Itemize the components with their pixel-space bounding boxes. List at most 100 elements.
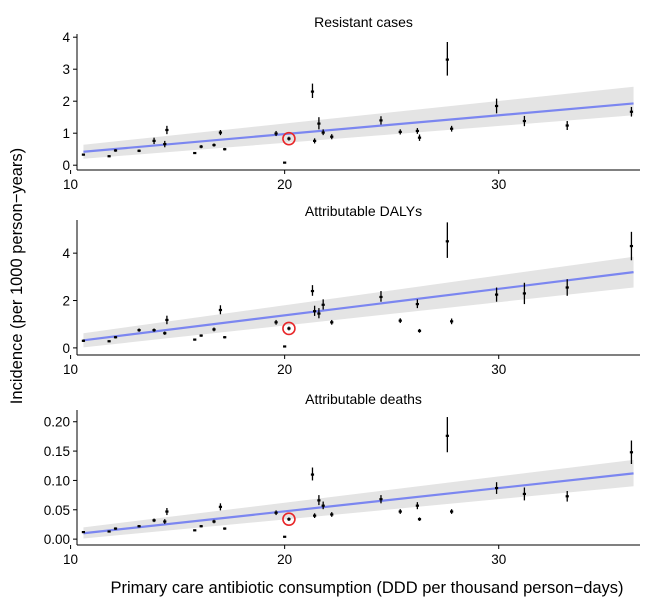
point-marker	[212, 520, 216, 523]
y-tick-label: 0	[62, 158, 70, 173]
point-marker	[107, 155, 111, 158]
y-axis-label: Incidence (per 1000 person−years)	[8, 148, 26, 404]
regression-line	[83, 102, 634, 153]
data-point	[113, 149, 118, 152]
data-point	[494, 482, 499, 494]
data-point	[565, 491, 569, 502]
point-marker	[199, 525, 203, 528]
data-point	[310, 285, 315, 296]
point-marker	[398, 130, 402, 134]
point-marker	[274, 132, 278, 135]
data-point	[81, 530, 86, 534]
panel-title: Attributable DALYs	[305, 203, 422, 219]
y-tick-label: 2	[62, 294, 70, 309]
point-marker	[193, 151, 197, 155]
y-tick-label: 4	[62, 246, 70, 261]
point-marker	[199, 334, 203, 337]
data-point	[321, 299, 325, 310]
panel-1: Resistant cases 0 1 2 3 4 10 20 30	[62, 14, 640, 192]
y-tick-label: 0.00	[44, 532, 70, 547]
data-point	[445, 42, 449, 76]
data-point	[218, 503, 223, 511]
data-point	[330, 319, 334, 325]
data-point	[313, 305, 317, 316]
point-marker	[283, 535, 287, 538]
point-marker	[107, 340, 111, 343]
point-marker	[522, 292, 527, 295]
y-tick-label: 0.15	[44, 444, 70, 459]
data-point	[137, 525, 141, 528]
point-marker	[223, 336, 227, 339]
point-marker	[81, 339, 86, 342]
data-point	[163, 519, 167, 524]
point-marker	[199, 145, 203, 148]
point-marker	[330, 321, 334, 324]
confidence-band	[83, 459, 634, 539]
point-marker	[398, 510, 402, 513]
point-marker	[629, 110, 634, 113]
data-point	[417, 517, 422, 521]
point-marker	[450, 320, 454, 323]
point-marker	[163, 520, 167, 523]
point-marker	[379, 498, 383, 501]
y-tick-label: 2	[62, 94, 70, 109]
point-marker	[218, 131, 223, 134]
point-marker	[494, 293, 499, 296]
data-point	[398, 509, 402, 514]
x-axis-label: Primary care antibiotic consumption (DDD…	[110, 579, 623, 597]
point-marker	[330, 135, 334, 138]
data-point	[522, 487, 527, 501]
point-marker	[137, 329, 141, 332]
data-point	[212, 143, 216, 147]
x-tick-label: 10	[63, 362, 78, 377]
data-point	[379, 495, 383, 504]
point-marker	[330, 513, 334, 516]
data-point	[310, 467, 315, 481]
point-marker	[113, 527, 118, 530]
point-marker	[379, 119, 383, 122]
point-marker	[283, 345, 287, 348]
point-marker	[137, 525, 141, 528]
x-tick-label: 10	[63, 177, 78, 192]
point-marker	[313, 139, 317, 142]
point-marker	[313, 514, 317, 517]
data-point	[445, 222, 449, 258]
point-marker	[317, 122, 321, 125]
data-point	[629, 231, 634, 261]
point-marker	[274, 511, 278, 514]
data-point	[522, 115, 527, 127]
data-point	[137, 328, 141, 332]
data-point	[313, 138, 317, 144]
data-point	[165, 315, 169, 325]
point-marker	[113, 149, 118, 152]
point-marker	[417, 136, 422, 139]
data-point	[113, 527, 118, 530]
confidence-band	[83, 86, 634, 159]
point-marker	[494, 104, 499, 108]
point-marker	[629, 244, 634, 248]
data-point	[445, 417, 449, 453]
point-marker	[163, 142, 167, 146]
data-point	[163, 140, 167, 148]
panel-title: Attributable deaths	[305, 391, 422, 407]
x-tick-label: 30	[491, 177, 506, 192]
point-marker	[398, 319, 402, 322]
data-point	[199, 334, 203, 337]
point-marker	[415, 129, 419, 133]
point-marker	[310, 289, 315, 293]
x-tick-label: 30	[491, 362, 506, 377]
point-marker	[152, 139, 156, 142]
data-point	[379, 291, 383, 302]
point-marker	[310, 473, 315, 476]
data-point	[629, 440, 634, 464]
data-point	[450, 509, 454, 514]
y-tick-label: 0	[62, 341, 70, 356]
data-point	[274, 130, 278, 137]
data-point	[223, 147, 227, 151]
data-point	[398, 318, 402, 324]
data-point	[165, 508, 169, 516]
point-marker	[113, 336, 118, 339]
point-marker	[317, 312, 321, 315]
point-marker	[287, 518, 291, 521]
